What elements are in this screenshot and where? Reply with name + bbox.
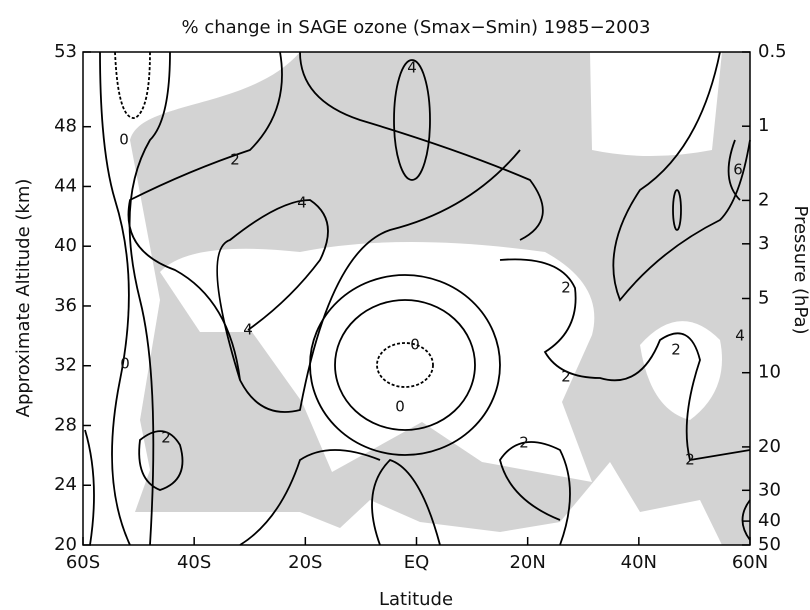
contour-line	[299, 51, 544, 241]
contour-line	[128, 51, 171, 546]
y2-tick-label: 2	[758, 189, 769, 210]
contour-label: 0	[395, 398, 405, 416]
y2-tick-label: 40	[758, 510, 781, 531]
contour-label: 6	[733, 161, 743, 179]
contour-label: 2	[561, 279, 571, 297]
y-tick-label: 36	[54, 295, 77, 316]
contour-label: 2	[671, 341, 681, 359]
y-tick-label: 28	[54, 414, 77, 435]
contours	[84, 51, 751, 546]
contour-line	[672, 189, 682, 231]
y2-tick-label: 30	[758, 479, 781, 500]
contour-label: 2	[230, 151, 240, 169]
y-tick-label: 24	[54, 474, 77, 495]
shading	[130, 52, 750, 545]
y-tick-label: 40	[54, 235, 77, 256]
contour-line	[239, 449, 381, 546]
contour-line	[334, 299, 476, 431]
y2-tick-label: 20	[758, 436, 781, 457]
contour-line	[393, 59, 431, 181]
unshaded-region	[640, 321, 722, 420]
y2-tick-label: 50	[758, 534, 781, 555]
contour-label: 4	[297, 194, 307, 212]
contour-line	[99, 51, 131, 546]
contour-line	[741, 499, 751, 541]
contour-label: 4	[243, 321, 253, 339]
contour-label: 0	[120, 355, 130, 373]
chart-title: % change in SAGE ozone (Smax−Smin) 1985−…	[182, 17, 651, 38]
y-axis-label: Approximate Altitude (km)	[13, 179, 34, 418]
contour-line	[499, 258, 751, 462]
contour-label: 4	[407, 59, 417, 77]
contour-label: 2	[685, 451, 695, 469]
contour-label: 2	[519, 434, 529, 452]
contour-label: 2	[561, 368, 571, 386]
y-tick-label: 32	[54, 355, 77, 376]
y-tick-label: 48	[54, 116, 77, 137]
x-tick-label: 40N	[621, 552, 657, 573]
contour-label: 0	[410, 336, 420, 354]
y-tick-label: 53	[54, 41, 77, 62]
contour-label: 2	[161, 429, 171, 447]
x-tick-label: 20N	[509, 552, 545, 573]
contour-label: 4	[735, 327, 745, 345]
contour-line	[216, 199, 329, 381]
x-tick-label: 60N	[732, 552, 768, 573]
y2-tick-label: 1	[758, 115, 769, 136]
y2-tick-label: 10	[758, 362, 781, 383]
contour-line	[612, 51, 751, 302]
y-tick-label: 20	[54, 534, 77, 555]
y2-axis-label: Pressure (hPa)	[790, 205, 810, 334]
y2-tick-label: 0.5	[758, 41, 787, 62]
x-tick-label: 40S	[177, 552, 211, 573]
contour-line	[84, 429, 95, 546]
contour-line	[371, 458, 441, 546]
x-tick-label: 20S	[288, 552, 322, 573]
contour-label: 0	[119, 131, 129, 149]
contour-line	[727, 139, 741, 201]
x-tick-label: EQ	[404, 552, 430, 573]
y-tick-label: 44	[54, 175, 77, 196]
contour-line	[138, 430, 184, 491]
contour-line	[114, 51, 151, 119]
y2-tick-label: 3	[758, 233, 769, 254]
y2-tick-label: 5	[758, 288, 769, 309]
contour-line	[376, 342, 434, 388]
x-tick-label: 60S	[66, 552, 100, 573]
contour-labels: 4 0 2 4 6 2 0 4 0 2 2 0 2 2 2 4	[119, 59, 745, 469]
contour-line	[499, 441, 571, 546]
x-axis-label: Latitude	[379, 589, 453, 610]
